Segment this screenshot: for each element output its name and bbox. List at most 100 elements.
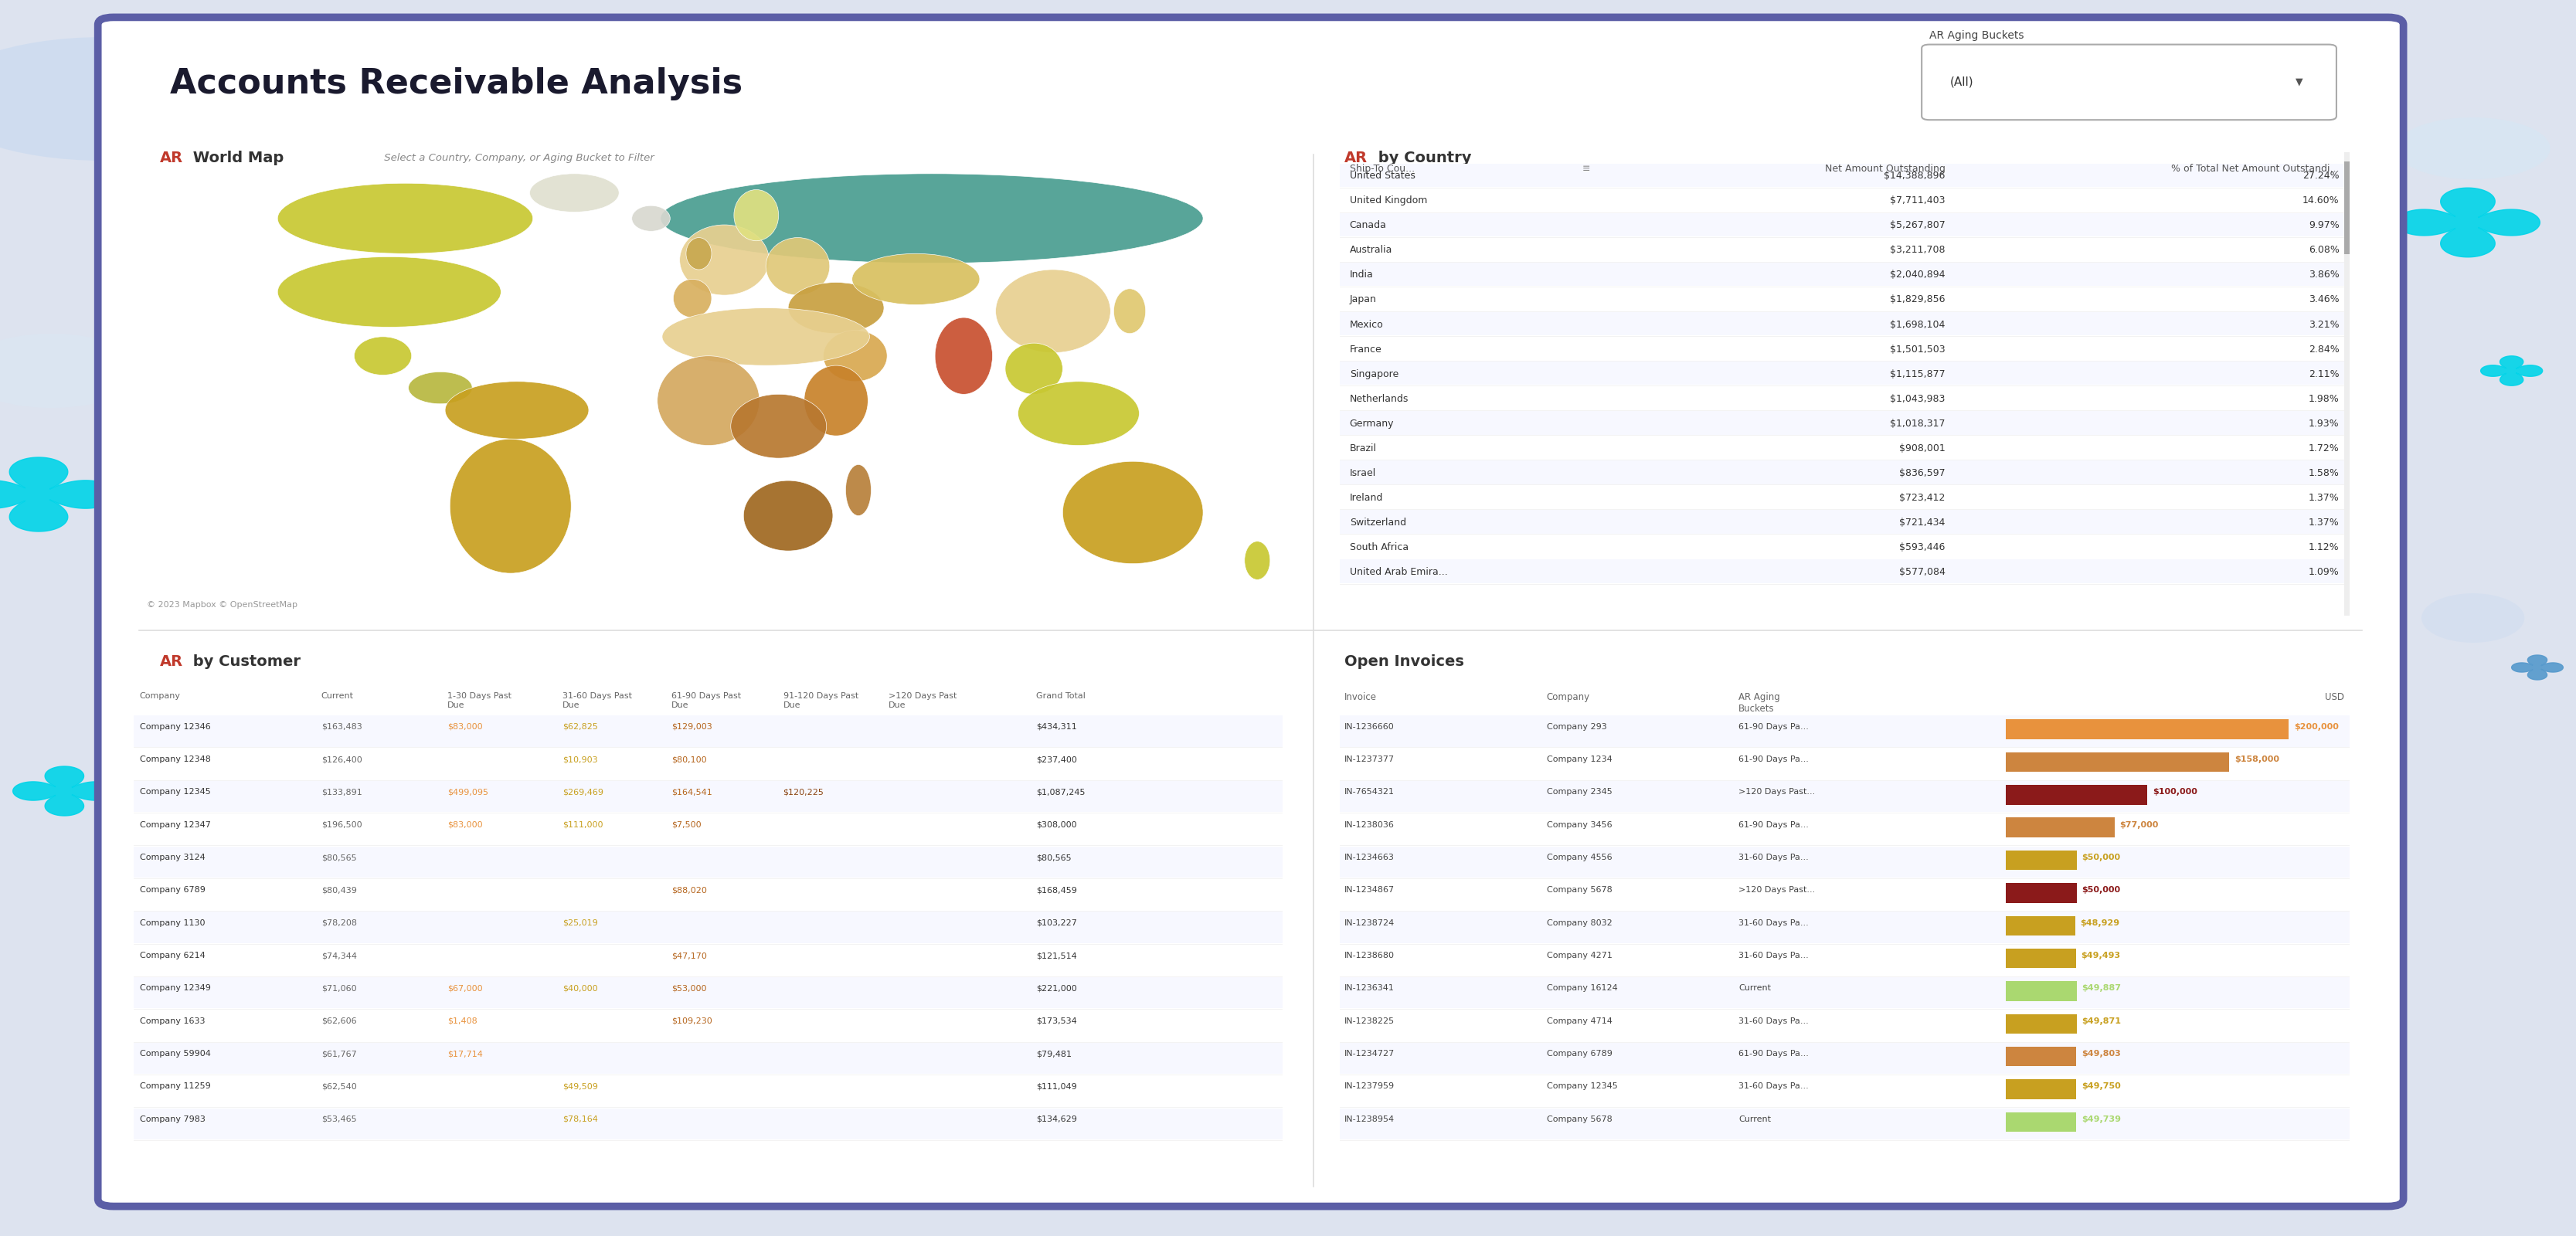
Text: $1,115,877: $1,115,877 (1891, 370, 1945, 379)
FancyBboxPatch shape (1340, 461, 2349, 485)
FancyBboxPatch shape (2007, 981, 2076, 1001)
Text: Company 4271: Company 4271 (1546, 952, 1613, 959)
Ellipse shape (1113, 289, 1146, 334)
Text: IN-1238036: IN-1238036 (1345, 821, 1394, 828)
Text: 1.93%: 1.93% (2308, 419, 2339, 429)
FancyBboxPatch shape (98, 17, 2403, 1206)
Text: Company: Company (1546, 692, 1589, 702)
Text: $80,100: $80,100 (672, 755, 706, 764)
Text: 1.12%: 1.12% (2308, 543, 2339, 552)
Text: $269,469: $269,469 (562, 789, 603, 796)
FancyBboxPatch shape (134, 1010, 1283, 1041)
Ellipse shape (1018, 382, 1139, 445)
Text: IN-1238680: IN-1238680 (1345, 952, 1394, 959)
Text: $109,230: $109,230 (672, 1017, 714, 1025)
Text: $221,000: $221,000 (1036, 985, 1077, 993)
FancyBboxPatch shape (1922, 44, 2336, 120)
Text: $7,500: $7,500 (672, 821, 701, 828)
FancyBboxPatch shape (2007, 1112, 2076, 1132)
FancyBboxPatch shape (134, 847, 1283, 878)
Text: $200,000: $200,000 (2293, 723, 2339, 730)
FancyBboxPatch shape (2007, 719, 2287, 739)
Text: United States: United States (1350, 171, 1414, 180)
FancyBboxPatch shape (1340, 412, 2349, 435)
Text: Company 6789: Company 6789 (1546, 1049, 1613, 1058)
Text: $1,698,104: $1,698,104 (1891, 319, 1945, 330)
FancyBboxPatch shape (1340, 1109, 2349, 1140)
Polygon shape (2396, 188, 2540, 257)
FancyBboxPatch shape (2007, 948, 2076, 968)
FancyBboxPatch shape (2344, 152, 2349, 616)
Text: Company 12346: Company 12346 (139, 723, 211, 730)
FancyBboxPatch shape (1340, 213, 2349, 236)
Text: IN-1234663: IN-1234663 (1345, 854, 1394, 861)
Text: Select a Country, Company, or Aging Bucket to Filter: Select a Country, Company, or Aging Buck… (381, 153, 654, 163)
Text: $61,767: $61,767 (322, 1049, 355, 1058)
Ellipse shape (935, 318, 992, 394)
FancyBboxPatch shape (1340, 510, 2349, 534)
Text: United Kingdom: United Kingdom (1350, 195, 1427, 205)
Text: $173,534: $173,534 (1036, 1017, 1077, 1025)
FancyBboxPatch shape (2007, 850, 2076, 870)
Text: IN-1234867: IN-1234867 (1345, 886, 1394, 894)
Text: $836,597: $836,597 (1899, 468, 1945, 478)
Text: Company 293: Company 293 (1546, 723, 1607, 730)
Text: Company 2345: Company 2345 (1546, 789, 1613, 796)
Text: $196,500: $196,500 (322, 821, 361, 828)
Text: $1,408: $1,408 (448, 1017, 477, 1025)
Text: $50,000: $50,000 (2081, 886, 2120, 894)
Text: 3.21%: 3.21% (2308, 319, 2339, 330)
Text: Ship-To Cou...: Ship-To Cou... (1350, 163, 1414, 173)
Text: World Map: World Map (188, 151, 283, 166)
FancyBboxPatch shape (1340, 163, 2349, 187)
FancyBboxPatch shape (134, 978, 1283, 1009)
Text: IN-1236660: IN-1236660 (1345, 723, 1394, 730)
Text: $40,000: $40,000 (562, 985, 598, 993)
Text: 31-60 Days Pa...: 31-60 Days Pa... (1739, 1083, 1808, 1090)
Text: IN-1237377: IN-1237377 (1345, 755, 1394, 764)
FancyBboxPatch shape (1340, 1043, 2349, 1074)
Text: $1,829,856: $1,829,856 (1891, 294, 1945, 305)
Text: $62,606: $62,606 (322, 1017, 355, 1025)
Text: South Africa: South Africa (1350, 543, 1409, 552)
Text: Company 12345: Company 12345 (139, 789, 211, 796)
Text: USD: USD (2326, 692, 2344, 702)
Text: Company 3456: Company 3456 (1546, 821, 1613, 828)
Text: $121,514: $121,514 (1036, 952, 1077, 959)
Text: Company 7983: Company 7983 (139, 1115, 206, 1124)
Polygon shape (0, 457, 116, 531)
FancyBboxPatch shape (1340, 879, 2349, 910)
Ellipse shape (1005, 344, 1064, 394)
Text: $111,049: $111,049 (1036, 1083, 1077, 1090)
Text: $120,225: $120,225 (783, 789, 824, 796)
Text: Company 16124: Company 16124 (1546, 985, 1618, 993)
FancyBboxPatch shape (134, 912, 1283, 943)
Text: 1.58%: 1.58% (2308, 468, 2339, 478)
Text: Company 5678: Company 5678 (1546, 1115, 1613, 1124)
Polygon shape (2512, 655, 2563, 680)
FancyBboxPatch shape (1340, 362, 2349, 386)
FancyBboxPatch shape (1340, 188, 2349, 211)
FancyBboxPatch shape (1340, 311, 2349, 335)
Text: $1,018,317: $1,018,317 (1891, 419, 1945, 429)
FancyBboxPatch shape (1340, 1075, 2349, 1106)
Ellipse shape (410, 372, 471, 404)
Text: $80,565: $80,565 (1036, 854, 1072, 861)
Text: AR Aging Buckets: AR Aging Buckets (1929, 30, 2025, 41)
Ellipse shape (997, 269, 1110, 352)
Text: $593,446: $593,446 (1899, 543, 1945, 552)
Text: 1.72%: 1.72% (2308, 444, 2339, 454)
FancyBboxPatch shape (2007, 1079, 2076, 1099)
Text: $434,311: $434,311 (1036, 723, 1077, 730)
Text: Company 11259: Company 11259 (139, 1083, 211, 1090)
Text: ▼: ▼ (2295, 77, 2303, 88)
FancyBboxPatch shape (1340, 912, 2349, 943)
Text: IN-1236341: IN-1236341 (1345, 985, 1394, 993)
Text: $80,439: $80,439 (322, 886, 355, 894)
Text: AR Aging
Buckets: AR Aging Buckets (1739, 692, 1780, 714)
Ellipse shape (446, 382, 590, 439)
Text: 6.08%: 6.08% (2308, 245, 2339, 255)
Ellipse shape (0, 334, 142, 408)
Text: 9.97%: 9.97% (2308, 220, 2339, 230)
Text: 61-90 Days Pa...: 61-90 Days Pa... (1739, 723, 1808, 730)
